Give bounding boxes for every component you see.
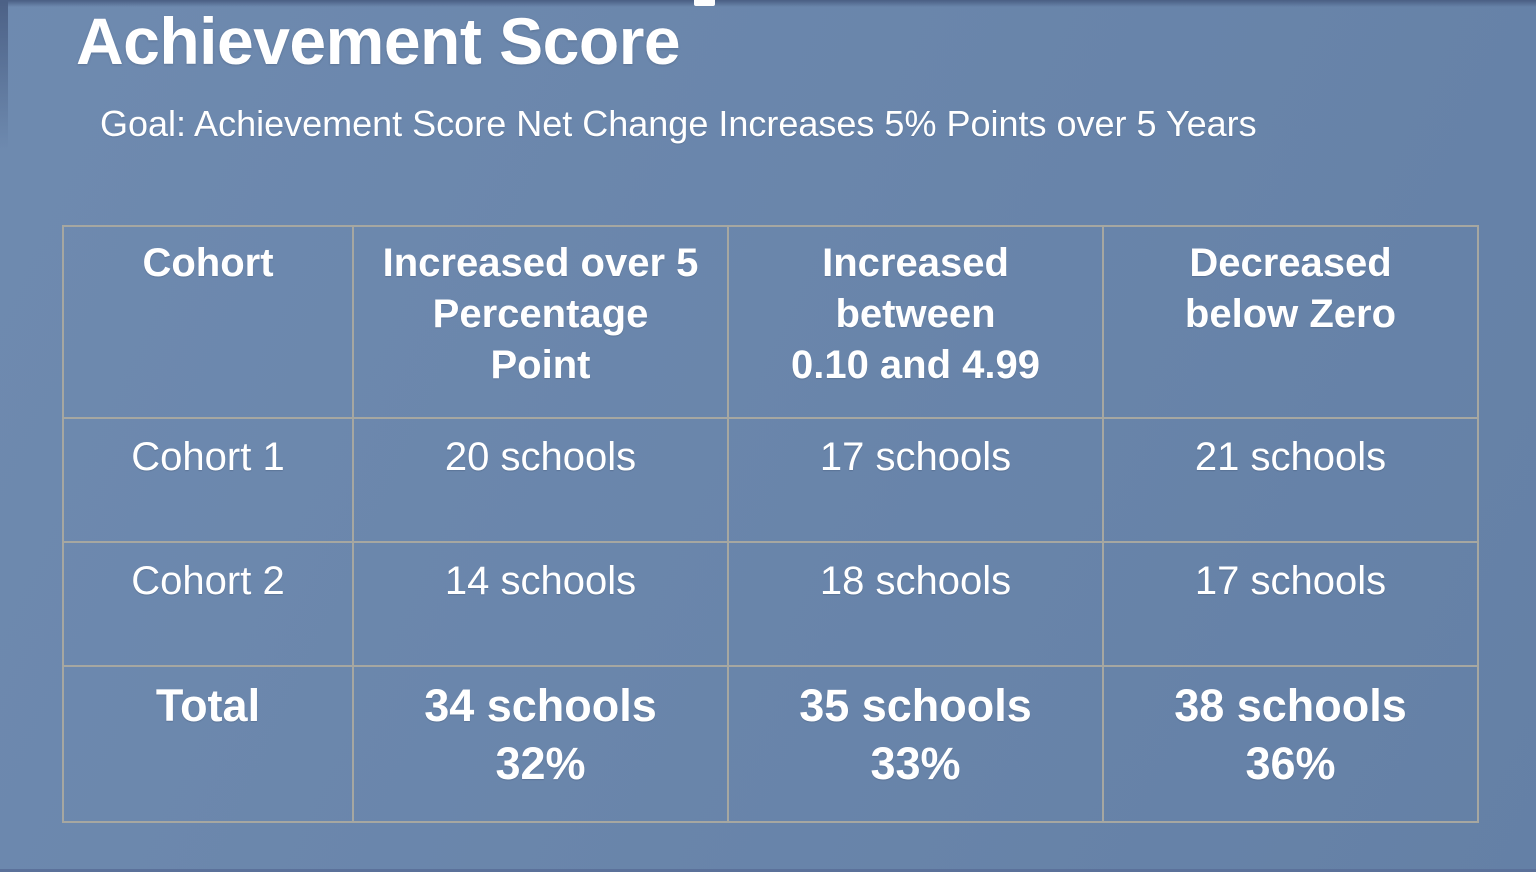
total-cell: 34 schools 32% [352, 665, 729, 823]
header-cell-increased-between: Increased between 0.10 and 4.99 [727, 225, 1104, 419]
total-label: Total [62, 665, 354, 823]
table-cell: 17 schools [727, 417, 1104, 543]
slide-subtitle: Goal: Achievement Score Net Change Incre… [100, 103, 1257, 144]
left-edge-shadow [0, 0, 8, 150]
header-cell-increased-over-5: Increased over 5 Percentage Point [352, 225, 729, 419]
table-row-cohort-1: Cohort 1 20 schools 17 schools 21 school… [62, 417, 1479, 543]
header-cell-cohort: Cohort [62, 225, 354, 419]
total-cell: 35 schools 33% [727, 665, 1104, 823]
table-header-row: Cohort Increased over 5 Percentage Point… [62, 225, 1479, 419]
achievement-table: Cohort Increased over 5 Percentage Point… [62, 225, 1479, 823]
cutoff-text-fragment [694, 0, 715, 6]
header-cell-decreased-below-zero: Decreased below Zero [1102, 225, 1479, 419]
table-cell: 17 schools [1102, 541, 1479, 667]
table-row-cohort-2: Cohort 2 14 schools 18 schools 17 school… [62, 541, 1479, 667]
table-cell: 14 schools [352, 541, 729, 667]
table-row-total: Total 34 schools 32% 35 schools 33% 38 s… [62, 665, 1479, 823]
top-edge-shadow [0, 0, 1536, 7]
table-cell: 20 schools [352, 417, 729, 543]
row-label: Cohort 2 [62, 541, 354, 667]
row-label: Cohort 1 [62, 417, 354, 543]
total-cell: 38 schools 36% [1102, 665, 1479, 823]
bottom-edge-shadow [0, 869, 1536, 872]
table-cell: 21 schools [1102, 417, 1479, 543]
table-cell: 18 schools [727, 541, 1104, 667]
slide-title: Achievement Score [76, 4, 681, 78]
